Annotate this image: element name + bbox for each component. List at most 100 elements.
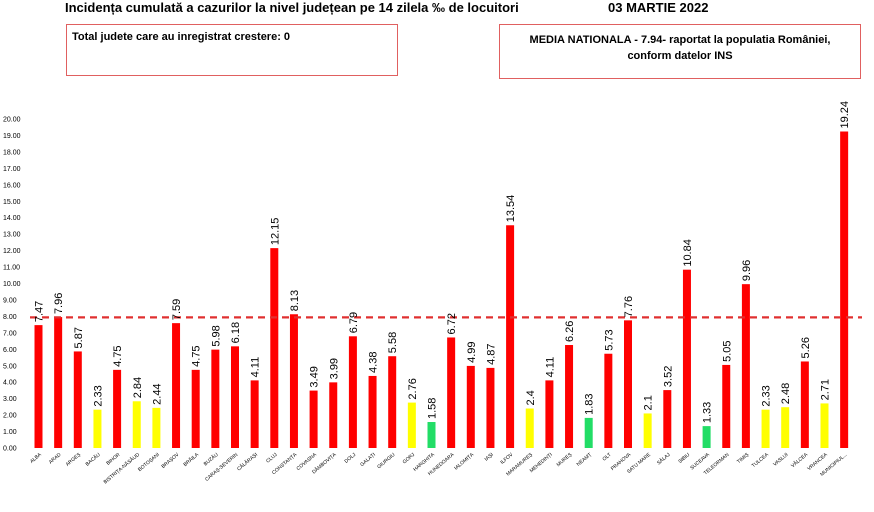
category-label: BIHOR <box>105 452 121 467</box>
data-label: 4.75 <box>112 345 124 366</box>
bar <box>741 284 750 448</box>
bar <box>427 422 436 448</box>
data-label: 1.33 <box>702 402 714 423</box>
bar <box>329 382 338 448</box>
increase-count-text: Total judete care au inregistrat crester… <box>72 31 291 43</box>
y-tick-label: 9.00 <box>3 297 17 304</box>
bar <box>800 361 809 448</box>
bar <box>604 353 613 448</box>
y-tick-label: 0.00 <box>3 446 17 453</box>
data-label: 2.33 <box>761 385 773 406</box>
y-tick-label: 5.00 <box>3 363 17 370</box>
chart-title: Incidența cumulată a cazurilor la nivel … <box>65 0 519 15</box>
bar <box>172 323 181 448</box>
category-label: SIBIU <box>677 452 691 465</box>
y-axis: 0.00 1.00 2.00 3.00 4.00 5.00 6.00 7.00 8.00 9.00… <box>3 117 21 453</box>
data-label: 4.75 <box>191 345 203 366</box>
y-tick-label: 13.00 <box>3 232 21 239</box>
bar <box>191 369 200 448</box>
data-label: 7.96 <box>53 293 65 314</box>
y-tick-label: 15.00 <box>3 199 21 206</box>
data-label: 4.99 <box>466 341 478 362</box>
data-label: 5.73 <box>603 329 615 350</box>
category-label: ARAD <box>48 452 63 466</box>
data-label: 6.79 <box>348 312 360 333</box>
bar <box>54 317 63 448</box>
bar <box>722 364 731 448</box>
bar <box>466 365 475 448</box>
bar <box>820 403 829 448</box>
y-tick-label: 3.00 <box>3 396 17 403</box>
increase-count-box: Total judete care au inregistrat crester… <box>66 24 398 76</box>
category-label: BISTRIȚA-NĂSĂUD <box>102 451 141 486</box>
data-label: 3.52 <box>662 366 674 387</box>
bar <box>506 225 515 448</box>
data-label: 7.76 <box>623 296 635 317</box>
data-label: 7.47 <box>34 301 46 322</box>
bar <box>132 401 141 448</box>
data-label: 2.33 <box>92 385 104 406</box>
data-label: 2.84 <box>132 377 144 398</box>
bar <box>270 248 279 448</box>
bar <box>289 314 298 448</box>
bar <box>93 409 102 448</box>
category-label: ARGEȘ <box>65 452 83 468</box>
report-date: 03 MARTIE 2022 <box>608 0 709 15</box>
bar <box>407 402 416 448</box>
data-label: 5.26 <box>800 337 812 358</box>
data-label: 8.13 <box>289 290 301 311</box>
y-tick-label: 4.00 <box>3 380 17 387</box>
y-tick-label: 14.00 <box>3 215 21 222</box>
bar <box>565 345 574 448</box>
data-label: 2.1 <box>643 395 655 410</box>
data-label: 4.87 <box>485 343 497 364</box>
data-label: 6.26 <box>564 321 576 342</box>
category-label: TULCEA <box>751 452 770 470</box>
y-tick-label: 20.00 <box>3 117 21 124</box>
category-label: DOLJ <box>344 452 358 465</box>
data-label: 10.84 <box>682 239 694 267</box>
bar <box>231 346 239 448</box>
bar <box>663 390 672 448</box>
bar <box>781 407 790 448</box>
data-label: 6.18 <box>230 322 242 343</box>
bar <box>447 337 456 448</box>
category-label: IALOMIȚA <box>453 452 475 472</box>
bar <box>840 131 849 448</box>
bar <box>702 426 711 448</box>
data-label: 1.58 <box>427 398 439 419</box>
data-label: 9.96 <box>741 260 753 281</box>
bar <box>73 351 82 448</box>
y-tick-label: 7.00 <box>3 330 17 337</box>
bar <box>624 320 632 448</box>
category-label: ILFOV <box>499 452 514 466</box>
category-label: BOTOȘANI <box>137 452 161 473</box>
data-label: 13.54 <box>505 195 517 223</box>
data-label: 19.24 <box>839 101 851 129</box>
data-label: 5.58 <box>387 332 399 353</box>
category-label: CLUJ <box>265 452 279 465</box>
bar <box>348 336 357 448</box>
data-label: 5.05 <box>721 341 733 362</box>
category-label: BUZĂU <box>202 451 220 468</box>
bar <box>113 369 122 448</box>
category-label: BRĂILA <box>182 451 201 468</box>
bars-group <box>34 131 849 448</box>
category-label: SĂLAJ <box>655 451 672 467</box>
y-tick-label: 8.00 <box>3 314 17 321</box>
data-label: 7.59 <box>171 299 183 320</box>
y-tick-label: 1.00 <box>3 429 17 436</box>
data-label: 2.76 <box>407 378 419 399</box>
bar <box>525 408 534 448</box>
category-label: ALBA <box>29 452 43 465</box>
national-average-box: MEDIA NATIONALA - 7.94- raportat la popu… <box>499 24 861 79</box>
y-tick-label: 10.00 <box>3 281 21 288</box>
category-label: CĂLĂRAȘI <box>235 451 258 472</box>
category-label: BRAȘOV <box>161 452 181 470</box>
y-tick-label: 17.00 <box>3 166 21 173</box>
national-average-line2: conform datelor INS <box>627 50 733 62</box>
data-label: 2.71 <box>820 379 832 400</box>
bar <box>545 380 554 448</box>
y-tick-label: 2.00 <box>3 413 17 420</box>
